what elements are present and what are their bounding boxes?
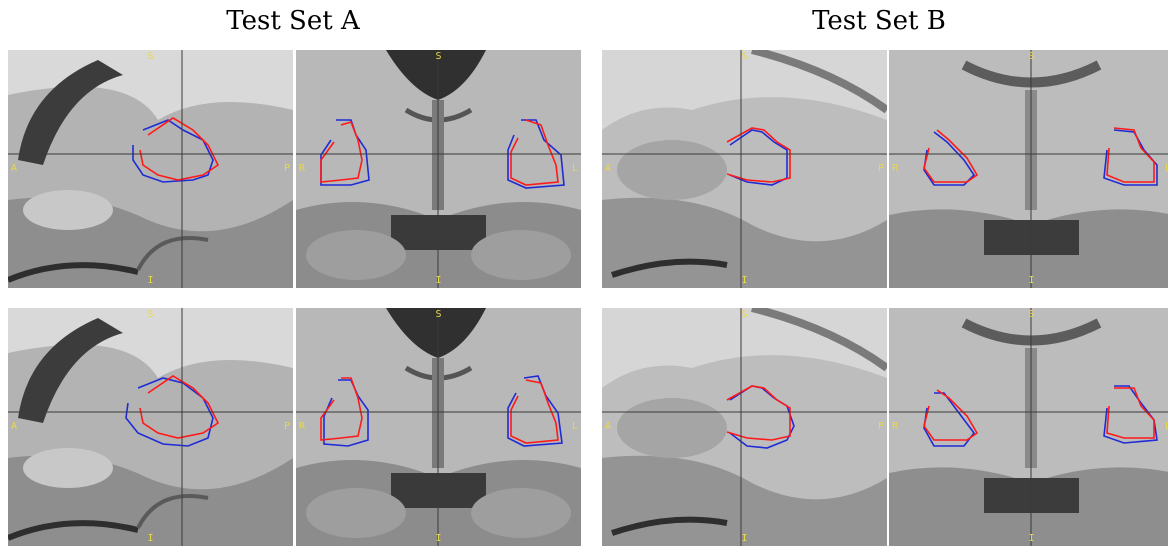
orientation-label-posterior: P <box>283 421 290 432</box>
title-test-set-b: Test Set B <box>812 6 946 36</box>
panel-a-row2-coronal: S I R L <box>296 308 581 546</box>
orientation-label-right: R <box>299 421 306 432</box>
mri-sagittal-image <box>602 50 887 288</box>
mri-coronal-image <box>296 50 581 288</box>
orientation-label-inferior: I <box>435 275 442 286</box>
panel-b-row2-coronal: S I R L <box>889 308 1168 546</box>
panel-a-row1-sagittal: S I A P <box>8 50 293 288</box>
orientation-label-superior: S <box>741 309 748 320</box>
orientation-label-superior: S <box>741 51 748 62</box>
orientation-label-right: R <box>299 163 306 174</box>
orientation-label-inferior: I <box>147 533 154 544</box>
mri-sagittal-image <box>602 308 887 546</box>
orientation-label-right: R <box>892 421 899 432</box>
orientation-label-superior: S <box>435 51 442 62</box>
panel-a-row2-sagittal: S I A P <box>8 308 293 546</box>
orientation-label-anterior: A <box>605 421 612 432</box>
orientation-label-left: L <box>571 163 578 174</box>
mri-coronal-image <box>889 50 1168 288</box>
orientation-label-superior: S <box>147 51 154 62</box>
panel-b-row1-sagittal: S I A P <box>602 50 887 288</box>
orientation-label-inferior: I <box>741 533 748 544</box>
orientation-label-anterior: A <box>11 163 18 174</box>
orientation-label-superior: S <box>435 309 442 320</box>
mri-coronal-image <box>296 308 581 546</box>
orientation-label-inferior: I <box>435 533 442 544</box>
mri-sagittal-image <box>8 308 293 546</box>
panel-a-row1-coronal: S I R L <box>296 50 581 288</box>
orientation-label-inferior: I <box>1028 533 1035 544</box>
mri-coronal-image <box>889 308 1168 546</box>
panel-b-row1-coronal: S I R L <box>889 50 1168 288</box>
orientation-label-inferior: I <box>147 275 154 286</box>
orientation-label-left: L <box>571 421 578 432</box>
orientation-label-anterior: A <box>11 421 18 432</box>
mri-sagittal-image <box>8 50 293 288</box>
orientation-label-left: L <box>1164 163 1168 174</box>
orientation-label-left: L <box>1164 421 1168 432</box>
title-test-set-a: Test Set A <box>226 6 360 36</box>
orientation-label-posterior: P <box>877 421 884 432</box>
orientation-label-inferior: I <box>1028 275 1035 286</box>
orientation-label-superior: S <box>147 309 154 320</box>
orientation-label-superior: S <box>1028 309 1035 320</box>
panel-b-row2-sagittal: S I A P <box>602 308 887 546</box>
orientation-label-anterior: A <box>605 163 612 174</box>
orientation-label-posterior: P <box>283 163 290 174</box>
orientation-label-right: R <box>892 163 899 174</box>
orientation-label-inferior: I <box>741 275 748 286</box>
orientation-label-superior: S <box>1028 51 1035 62</box>
orientation-label-posterior: P <box>877 163 884 174</box>
